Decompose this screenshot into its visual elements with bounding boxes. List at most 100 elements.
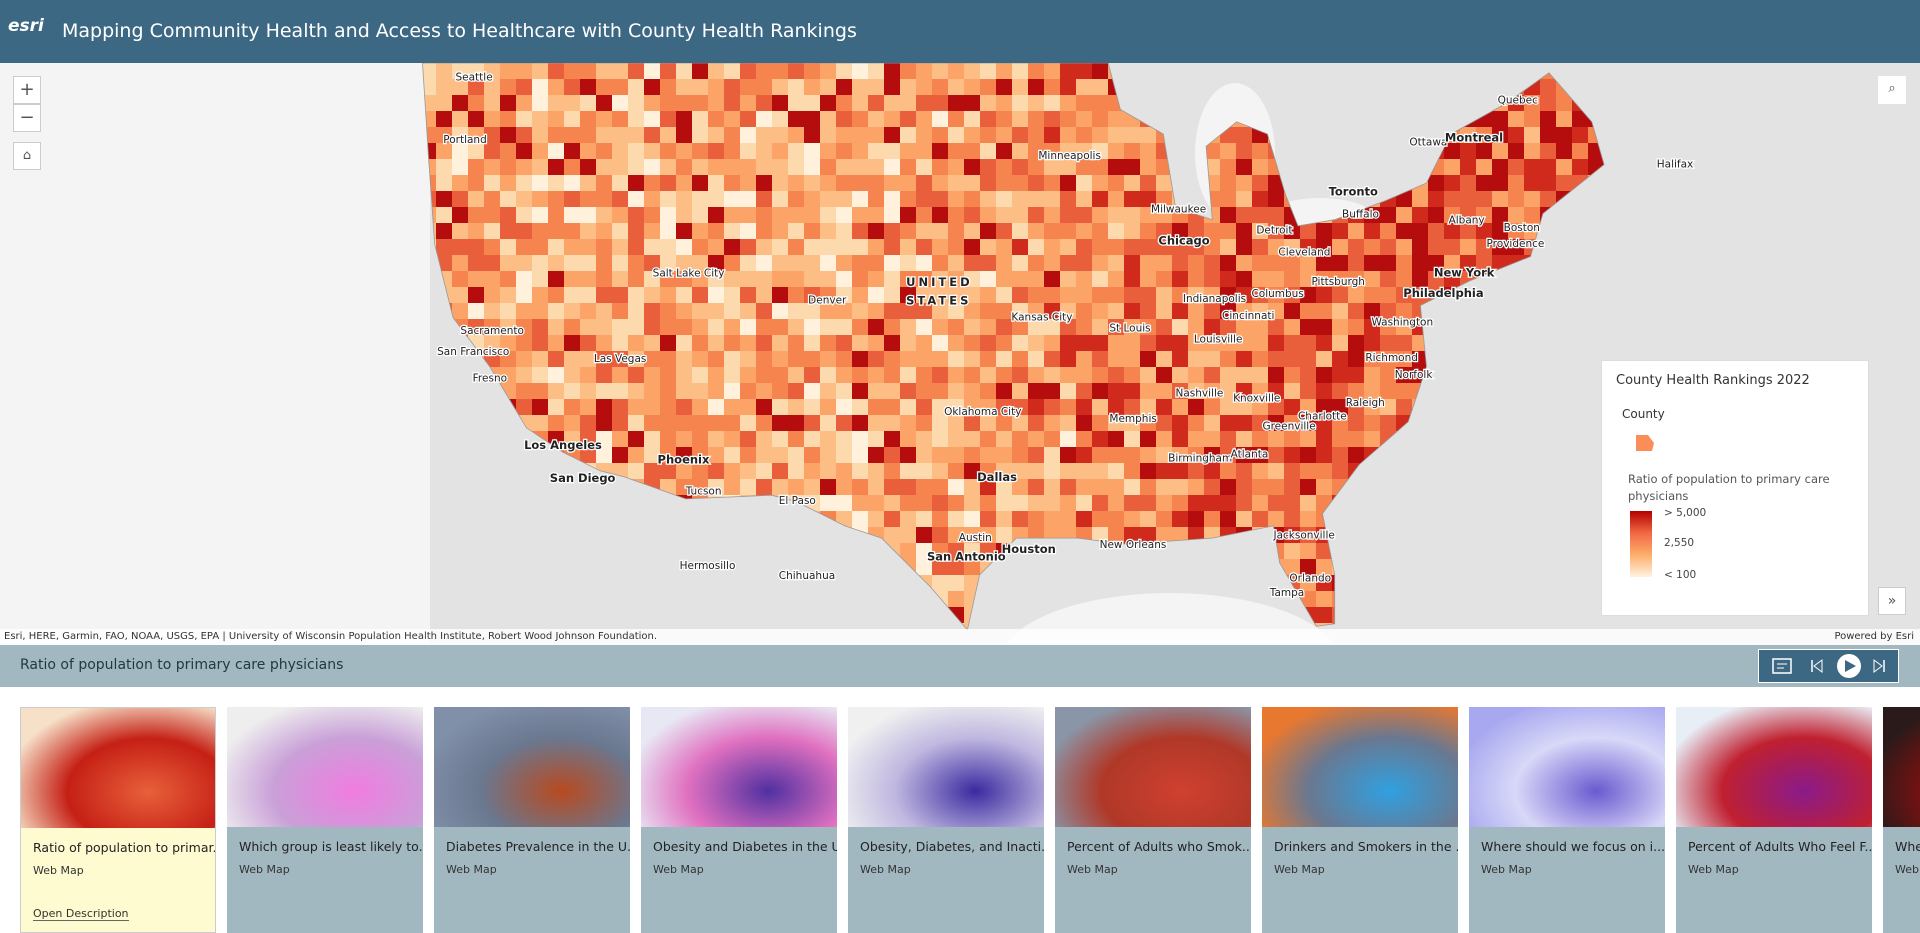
county bbox=[1156, 255, 1173, 272]
zoom-in[interactable]: + bbox=[13, 76, 41, 104]
county bbox=[1140, 383, 1157, 400]
county bbox=[580, 319, 597, 336]
expand-button[interactable]: » bbox=[1878, 587, 1906, 615]
zoom-out[interactable]: − bbox=[13, 104, 41, 132]
county bbox=[1156, 207, 1173, 224]
map-card[interactable]: Percent of Adults who Smok... Web Map bbox=[1055, 707, 1251, 933]
logo[interactable]: esri bbox=[8, 16, 44, 36]
county bbox=[772, 223, 789, 240]
map-card[interactable]: Ratio of population to primar... Web Map O… bbox=[20, 707, 216, 933]
county bbox=[1396, 255, 1413, 272]
county bbox=[1316, 607, 1333, 624]
county bbox=[884, 127, 901, 144]
county bbox=[1300, 559, 1317, 576]
city-label: Chihuahua bbox=[779, 570, 835, 582]
city-label: Detroit bbox=[1256, 225, 1292, 237]
county bbox=[500, 351, 517, 368]
county bbox=[916, 303, 933, 320]
county bbox=[692, 175, 709, 192]
county bbox=[900, 111, 917, 128]
county bbox=[1076, 111, 1093, 128]
play-button[interactable] bbox=[1837, 654, 1861, 678]
county bbox=[772, 95, 789, 112]
county bbox=[1556, 143, 1573, 160]
county bbox=[692, 319, 709, 336]
county bbox=[612, 351, 629, 368]
search-button[interactable]: ⌕ bbox=[1878, 76, 1906, 104]
open-description[interactable]: Open Description bbox=[33, 907, 129, 921]
county bbox=[564, 79, 581, 96]
list-button[interactable] bbox=[1772, 658, 1792, 674]
county bbox=[1012, 319, 1029, 336]
county bbox=[1300, 495, 1317, 512]
map-card[interactable]: Which group is least likely to... Web Map bbox=[227, 707, 423, 933]
county bbox=[1300, 303, 1317, 320]
county bbox=[708, 479, 725, 496]
county bbox=[500, 271, 517, 288]
county bbox=[868, 127, 885, 144]
county bbox=[836, 431, 853, 448]
county bbox=[1268, 399, 1285, 416]
county bbox=[916, 463, 933, 480]
previous-button[interactable] bbox=[1811, 659, 1823, 673]
map-card[interactable]: Drinkers and Smokers in the ... Web Map bbox=[1262, 707, 1458, 933]
next-button[interactable] bbox=[1873, 659, 1885, 673]
legend: County Health Rankings 2022 County Ratio… bbox=[1601, 360, 1869, 616]
county bbox=[1316, 271, 1333, 288]
county bbox=[1124, 271, 1141, 288]
county bbox=[820, 159, 837, 176]
county bbox=[1076, 431, 1093, 448]
county bbox=[1108, 399, 1125, 416]
county bbox=[468, 191, 485, 208]
county bbox=[1012, 255, 1029, 272]
county bbox=[980, 463, 997, 480]
county bbox=[676, 287, 693, 304]
county bbox=[1444, 271, 1461, 288]
county bbox=[548, 351, 565, 368]
county bbox=[644, 335, 661, 352]
map[interactable]: Seattle Portland Sacramento San Francisco Fr… bbox=[0, 63, 1920, 645]
county bbox=[932, 575, 949, 592]
map-card[interactable]: Diabetes Prevalence in the U... Web Map bbox=[434, 707, 630, 933]
county bbox=[708, 175, 725, 192]
county bbox=[1220, 175, 1237, 192]
county bbox=[772, 463, 789, 480]
county bbox=[1396, 351, 1413, 368]
county bbox=[788, 79, 805, 96]
county bbox=[548, 127, 565, 144]
county bbox=[1188, 303, 1205, 320]
home-button[interactable]: ⌂ bbox=[13, 142, 41, 170]
county bbox=[644, 271, 661, 288]
county bbox=[884, 175, 901, 192]
county bbox=[916, 527, 933, 544]
county bbox=[532, 111, 549, 128]
card-type: Web Map bbox=[239, 863, 290, 876]
county bbox=[452, 255, 469, 272]
county bbox=[996, 79, 1013, 96]
county bbox=[1044, 175, 1061, 192]
county bbox=[1412, 351, 1429, 368]
county bbox=[1060, 159, 1077, 176]
county bbox=[500, 159, 517, 176]
county bbox=[868, 447, 885, 464]
county bbox=[1188, 447, 1205, 464]
powered-by[interactable]: Powered by Esri bbox=[1834, 631, 1914, 642]
map-card[interactable]: Where should we focus on i... Web Map bbox=[1469, 707, 1665, 933]
county bbox=[1044, 271, 1061, 288]
county bbox=[740, 367, 757, 384]
map-card[interactable]: Obesity, Diabetes, and Inacti... Web Map bbox=[848, 707, 1044, 933]
city-label: Norfolk bbox=[1395, 369, 1434, 381]
county bbox=[1236, 159, 1253, 176]
county bbox=[916, 415, 933, 432]
county bbox=[740, 447, 757, 464]
county bbox=[580, 127, 597, 144]
map-card[interactable]: Obesity and Diabetes in the US Web Map bbox=[641, 707, 837, 933]
county bbox=[1556, 95, 1573, 112]
county bbox=[1060, 447, 1077, 464]
map-card[interactable]: Percent of Adults Who Feel F... Web Map bbox=[1676, 707, 1872, 933]
county bbox=[1108, 319, 1125, 336]
county bbox=[708, 303, 725, 320]
county bbox=[964, 287, 981, 304]
county bbox=[1172, 351, 1189, 368]
